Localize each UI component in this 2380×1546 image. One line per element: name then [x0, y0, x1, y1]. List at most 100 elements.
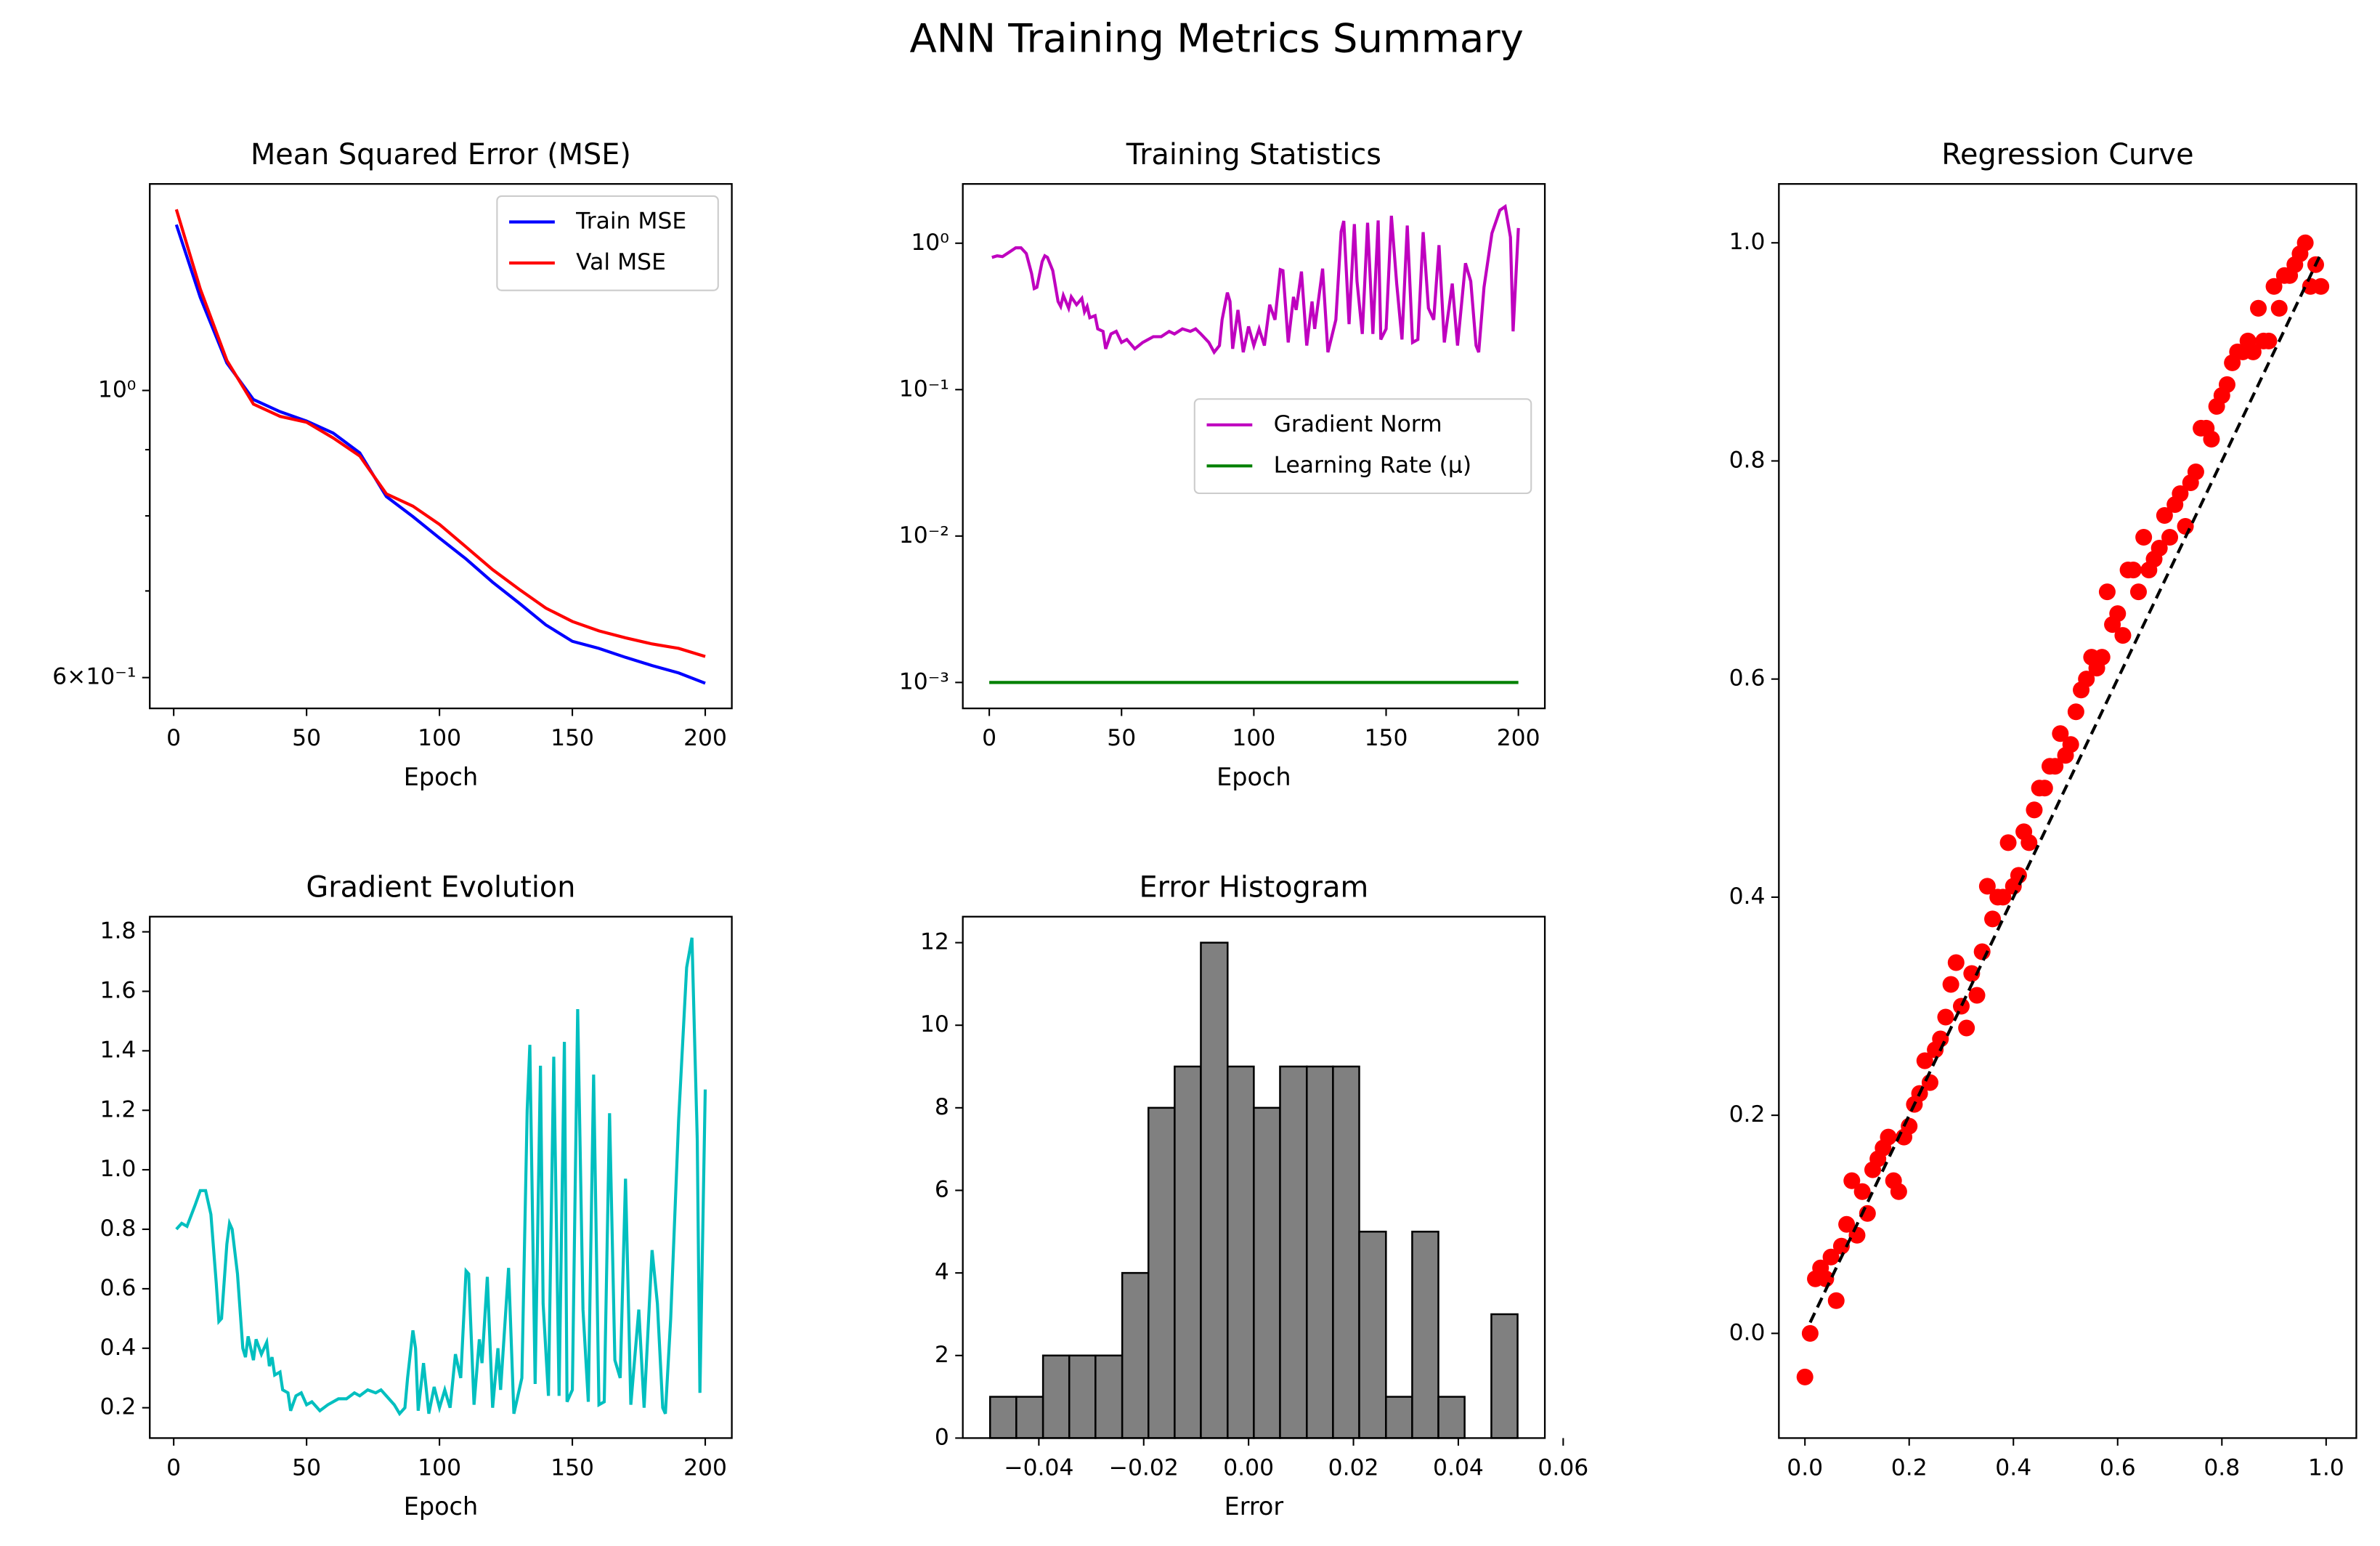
- subplot-title: Gradient Evolution: [306, 871, 575, 904]
- scatter-point: [2098, 583, 2116, 601]
- histogram-bar: [1015, 1396, 1044, 1439]
- histogram-bar: [1306, 1065, 1334, 1439]
- scatter-point: [1880, 1128, 1897, 1146]
- x-tick-label: 150: [551, 1454, 594, 1481]
- scatter-point: [1838, 1215, 1856, 1233]
- y-tick-label: 8: [935, 1094, 949, 1120]
- y-tick-label: 6×10⁻¹: [52, 664, 136, 690]
- scatter-point: [2250, 299, 2267, 317]
- scatter-point: [2296, 234, 2314, 251]
- y-tick-label: 10⁻³: [899, 668, 949, 695]
- y-tick-label: 4: [935, 1259, 949, 1285]
- x-tick-label: 100: [418, 1454, 461, 1481]
- y-tick-label: 1.0: [99, 1156, 136, 1182]
- scatter-point: [1947, 954, 1965, 971]
- legend-label: Train MSE: [575, 208, 686, 234]
- scatter-point: [2150, 540, 2168, 557]
- histogram-bar: [1437, 1396, 1466, 1439]
- scatter-point: [1994, 889, 2012, 906]
- x-tick-label: 0.4: [1995, 1454, 2031, 1481]
- x-axis-label: Error: [1224, 1492, 1284, 1521]
- x-tick-label: 200: [683, 725, 727, 751]
- histogram-bar: [1411, 1231, 1439, 1439]
- scatter-point: [2020, 834, 2038, 851]
- x-tick-label: 100: [1232, 725, 1275, 751]
- x-axis-label: Epoch: [404, 1492, 478, 1521]
- scatter-point: [2187, 463, 2204, 480]
- y-tick-label: 0.8: [1729, 447, 1766, 473]
- histogram-bar: [1279, 1065, 1308, 1439]
- x-tick-label: 200: [1497, 725, 1540, 751]
- x-tick-label: 0.8: [2204, 1454, 2240, 1481]
- scatter-point: [2114, 627, 2132, 644]
- series-line: [174, 209, 706, 658]
- scatter-point: [2135, 529, 2153, 546]
- scatter-point: [2036, 780, 2053, 797]
- scatter-point: [1932, 1030, 1949, 1048]
- x-tick-label: 0: [982, 725, 996, 751]
- histogram-bar: [1094, 1354, 1124, 1439]
- scatter-point: [2161, 529, 2179, 546]
- y-tick-label: 2: [935, 1342, 949, 1368]
- y-tick-label: 6: [935, 1176, 949, 1202]
- x-tick-label: 0.06: [1538, 1454, 1588, 1481]
- scatter-point: [1999, 834, 2017, 851]
- axes-frame: [1778, 183, 2357, 1439]
- y-tick-label: 10⁰: [911, 230, 949, 256]
- histogram-bar: [1358, 1231, 1387, 1439]
- histogram-bar: [1227, 1065, 1255, 1439]
- subplot: Training Statistics Epoch 0 50 100 150 200 10⁻³…: [899, 138, 1546, 791]
- scatter-point: [2244, 343, 2262, 360]
- y-tick-label: 0.6: [99, 1275, 136, 1301]
- x-tick-label: 50: [292, 725, 321, 751]
- legend-box: [496, 195, 719, 291]
- scatter-point: [2026, 801, 2043, 819]
- scatter-point: [1801, 1324, 1819, 1342]
- scatter-point: [1843, 1172, 1861, 1189]
- scatter-point: [2260, 332, 2278, 349]
- y-tick-label: 1.4: [99, 1037, 136, 1063]
- y-tick-label: 0.2: [1729, 1101, 1766, 1128]
- scatter-point: [2172, 485, 2189, 503]
- series-line: [175, 937, 707, 1417]
- axes-frame: [149, 183, 733, 710]
- x-tick-label: 0.6: [2100, 1454, 2136, 1481]
- histogram-bar: [1174, 1065, 1202, 1439]
- scatter-point: [2047, 758, 2064, 775]
- scatter-point: [2124, 562, 2142, 579]
- histogram-bar: [1121, 1271, 1150, 1439]
- figure-title: ANN Training Metrics Summary: [909, 16, 1523, 62]
- histogram-bar: [988, 1396, 1018, 1439]
- y-tick-label: 0.6: [1729, 665, 1766, 692]
- scatter-point: [2067, 703, 2084, 721]
- subplot-title: Error Histogram: [1140, 871, 1369, 904]
- scatter-point: [2312, 278, 2330, 295]
- x-tick-label: −0.02: [1109, 1454, 1179, 1481]
- y-tick-label: 10⁰: [98, 376, 137, 402]
- scatter-point: [1827, 1292, 1845, 1309]
- y-tick-label: 0.0: [1729, 1319, 1766, 1345]
- x-axis-label: Epoch: [404, 763, 478, 791]
- scatter-point: [1890, 1183, 1907, 1200]
- histogram-bar: [1148, 1106, 1176, 1439]
- histogram-bar: [1332, 1065, 1360, 1439]
- y-tick-label: 0: [935, 1424, 949, 1450]
- scatter-point: [1963, 965, 1981, 982]
- x-tick-label: 200: [683, 1454, 727, 1481]
- scatter-point: [1901, 1117, 1918, 1135]
- x-tick-label: 0: [166, 1454, 181, 1481]
- y-tick-label: 0.4: [99, 1335, 136, 1361]
- subplot-title: Training Statistics: [1126, 138, 1381, 171]
- y-tick-label: 1.8: [99, 918, 136, 944]
- x-tick-label: 50: [1107, 725, 1136, 751]
- y-tick-label: 0.8: [99, 1215, 136, 1242]
- x-axis-label: Epoch: [1217, 763, 1291, 791]
- scatter-point: [1916, 1052, 1933, 1069]
- y-tick-label: 10⁻¹: [899, 376, 949, 402]
- x-tick-label: 0.02: [1328, 1454, 1379, 1481]
- x-tick-label: 1.0: [2308, 1454, 2344, 1481]
- scatter-point: [2177, 518, 2194, 535]
- subplot: Gradient Evolution Epoch 0 50 100 150 200 0.2 0.…: [99, 871, 733, 1521]
- scatter-point: [2109, 605, 2127, 623]
